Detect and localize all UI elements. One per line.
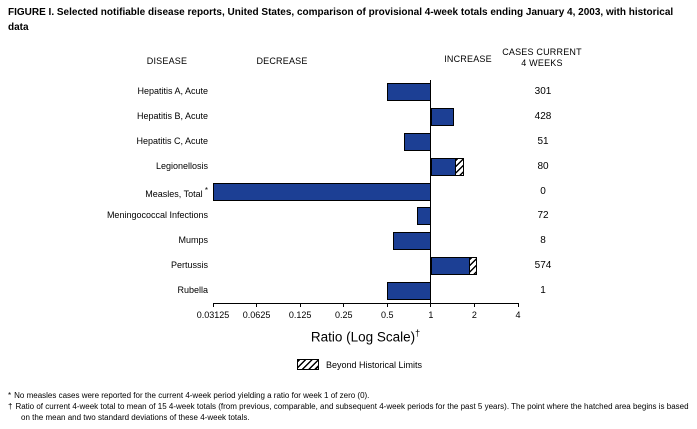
footnote-text-measles: No measles cases were reported for the c… <box>14 391 370 400</box>
column-header-cases-line1: CASES CURRENT <box>502 47 582 57</box>
cases-value: 574 <box>534 259 552 271</box>
legend-label: Beyond Historical Limits <box>326 359 423 370</box>
cases-value: 1 <box>540 284 546 296</box>
x-axis-tick <box>386 303 388 307</box>
footnote-ratio: † Ratio of current 4-week total to mean o… <box>8 402 692 423</box>
ratio-bar <box>430 256 478 275</box>
disease-label: Hepatitis B, Acute <box>136 111 208 122</box>
footnote-text-ratio: Ratio of current 4-week total to mean of… <box>15 402 689 422</box>
x-axis-tick <box>256 303 258 307</box>
footnote-measles: * No measles cases were reported for the … <box>8 391 692 401</box>
x-axis-tick-label: 2 <box>471 310 477 320</box>
x-axis-tick-label: 1 <box>428 310 434 320</box>
cases-value: 72 <box>537 210 549 222</box>
disease-label: Hepatitis A, Acute <box>137 86 208 97</box>
x-axis-tick-label: 0.25 <box>334 310 353 320</box>
cases-value: 8 <box>540 235 546 247</box>
ratio-bar <box>387 83 431 102</box>
disease-label: Meningococcal Infections <box>106 210 208 221</box>
baseline-ratio-1-line <box>430 80 432 303</box>
disease-label: Measles, Total * <box>145 185 208 199</box>
ratio-bar <box>387 281 431 300</box>
x-axis-title: Ratio (Log Scale)† <box>213 328 518 345</box>
ratio-bar <box>430 157 465 176</box>
x-axis-tick <box>430 303 432 307</box>
x-axis-tick <box>517 303 519 307</box>
x-axis-tick-label: 4 <box>515 310 521 320</box>
footnotes: * No measles cases were reported for the … <box>8 391 692 424</box>
beyond-historical-limits-segment <box>468 257 477 274</box>
cases-value: 0 <box>540 185 546 197</box>
column-header-cases: CASES CURRENT 4 WEEKS <box>492 47 592 70</box>
dagger-footnote-marker: † <box>415 328 421 338</box>
beyond-historical-limits-swatch <box>297 359 319 370</box>
x-axis-title-text: Ratio (Log Scale) <box>310 329 416 345</box>
beyond-historical-limits-segment <box>455 158 464 175</box>
column-header-increase: INCREASE <box>444 54 492 64</box>
disease-label: Hepatitis C, Acute <box>136 135 208 146</box>
x-axis-tick-label: 0.03125 <box>196 310 230 320</box>
legend: Beyond Historical Limits <box>297 359 422 370</box>
disease-label: Rubella <box>177 284 208 295</box>
figure-title: FIGURE I. Selected notifiable disease re… <box>8 7 674 33</box>
disease-label: Pertussis <box>170 259 208 270</box>
x-axis-tick <box>473 303 475 307</box>
column-header-decrease: DECREASE <box>256 56 308 66</box>
cases-value: 301 <box>534 86 552 98</box>
x-axis-tick <box>343 303 345 307</box>
cases-value: 51 <box>537 135 549 147</box>
ratio-bar <box>403 132 431 151</box>
column-header-disease: DISEASE <box>146 56 188 66</box>
x-axis-tick-label: 0.0625 <box>242 310 271 320</box>
x-axis-tick <box>212 303 214 307</box>
ratio-bar <box>213 182 431 201</box>
cases-value: 80 <box>537 160 549 172</box>
x-axis-line <box>213 303 518 304</box>
x-axis-tick-label: 0.125 <box>288 310 312 320</box>
cases-value: 428 <box>534 111 552 123</box>
footnote-marker-asterisk: * <box>8 391 12 400</box>
x-axis-tick-label: 0.5 <box>381 310 394 320</box>
disease-label: Mumps <box>178 235 208 246</box>
disease-label: Legionellosis <box>155 160 208 171</box>
column-header-cases-line2: 4 WEEKS <box>521 58 563 69</box>
ratio-bar <box>393 232 431 251</box>
footnote-marker-dagger: † <box>8 402 13 412</box>
measles-footnote-marker: * <box>202 185 208 195</box>
x-axis-tick <box>299 303 301 307</box>
ratio-bar <box>416 207 431 226</box>
ratio-bar <box>430 108 455 127</box>
